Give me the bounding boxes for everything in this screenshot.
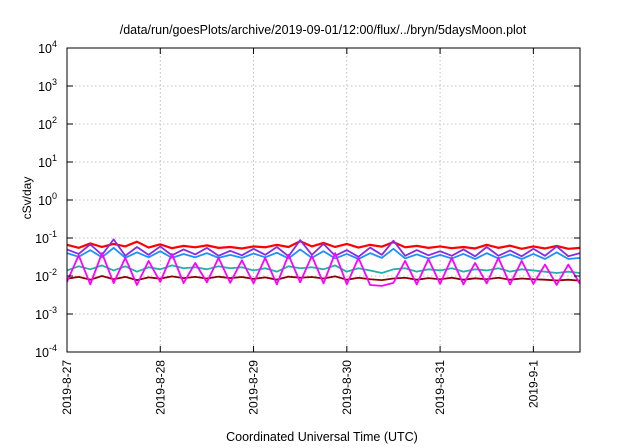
y-tick-label: 10-1 bbox=[35, 229, 57, 246]
x-tick-label: 2019-8-30 bbox=[340, 360, 354, 415]
y-tick-label: 10-3 bbox=[35, 305, 57, 322]
series-line-1 bbox=[66, 240, 581, 250]
y-axis-ticks: 10-4 10-3 10-2 10-1 100 101 102 103 104 bbox=[35, 39, 580, 360]
y-tick-label: 103 bbox=[38, 77, 57, 94]
x-tick-label: 2019-8-29 bbox=[247, 360, 261, 415]
grid-lines bbox=[66, 48, 580, 352]
series-group bbox=[66, 238, 581, 287]
y-tick-label: 102 bbox=[38, 115, 57, 132]
y-tick-label: 101 bbox=[38, 153, 57, 170]
y-tick-label: 104 bbox=[38, 39, 57, 56]
x-tick-label: 2019-8-27 bbox=[60, 360, 74, 415]
x-tick-label: 2019-8-28 bbox=[153, 360, 167, 415]
series-line-6 bbox=[66, 252, 581, 287]
y-axis-label: cSv/day bbox=[20, 177, 34, 220]
x-tick-label: 2019-8-31 bbox=[433, 360, 447, 415]
series-line-3 bbox=[66, 246, 581, 260]
y-tick-label: 10-4 bbox=[35, 343, 57, 360]
x-axis-ticks: 2019-8-27 2019-8-28 2019-8-29 2019-8-30 2019… bbox=[60, 48, 540, 415]
series-line-2 bbox=[66, 238, 581, 258]
series-line-5 bbox=[66, 275, 581, 282]
x-tick-label: 2019-9-1 bbox=[526, 360, 540, 408]
x-axis-label: Coordinated Universal Time (UTC) bbox=[226, 430, 418, 444]
y-tick-label: 10-2 bbox=[35, 267, 57, 284]
y-tick-label: 100 bbox=[38, 191, 57, 208]
plot-frame bbox=[66, 47, 581, 353]
chart-title: /data/run/goesPlots/archive/2019-09-01/1… bbox=[120, 23, 527, 37]
